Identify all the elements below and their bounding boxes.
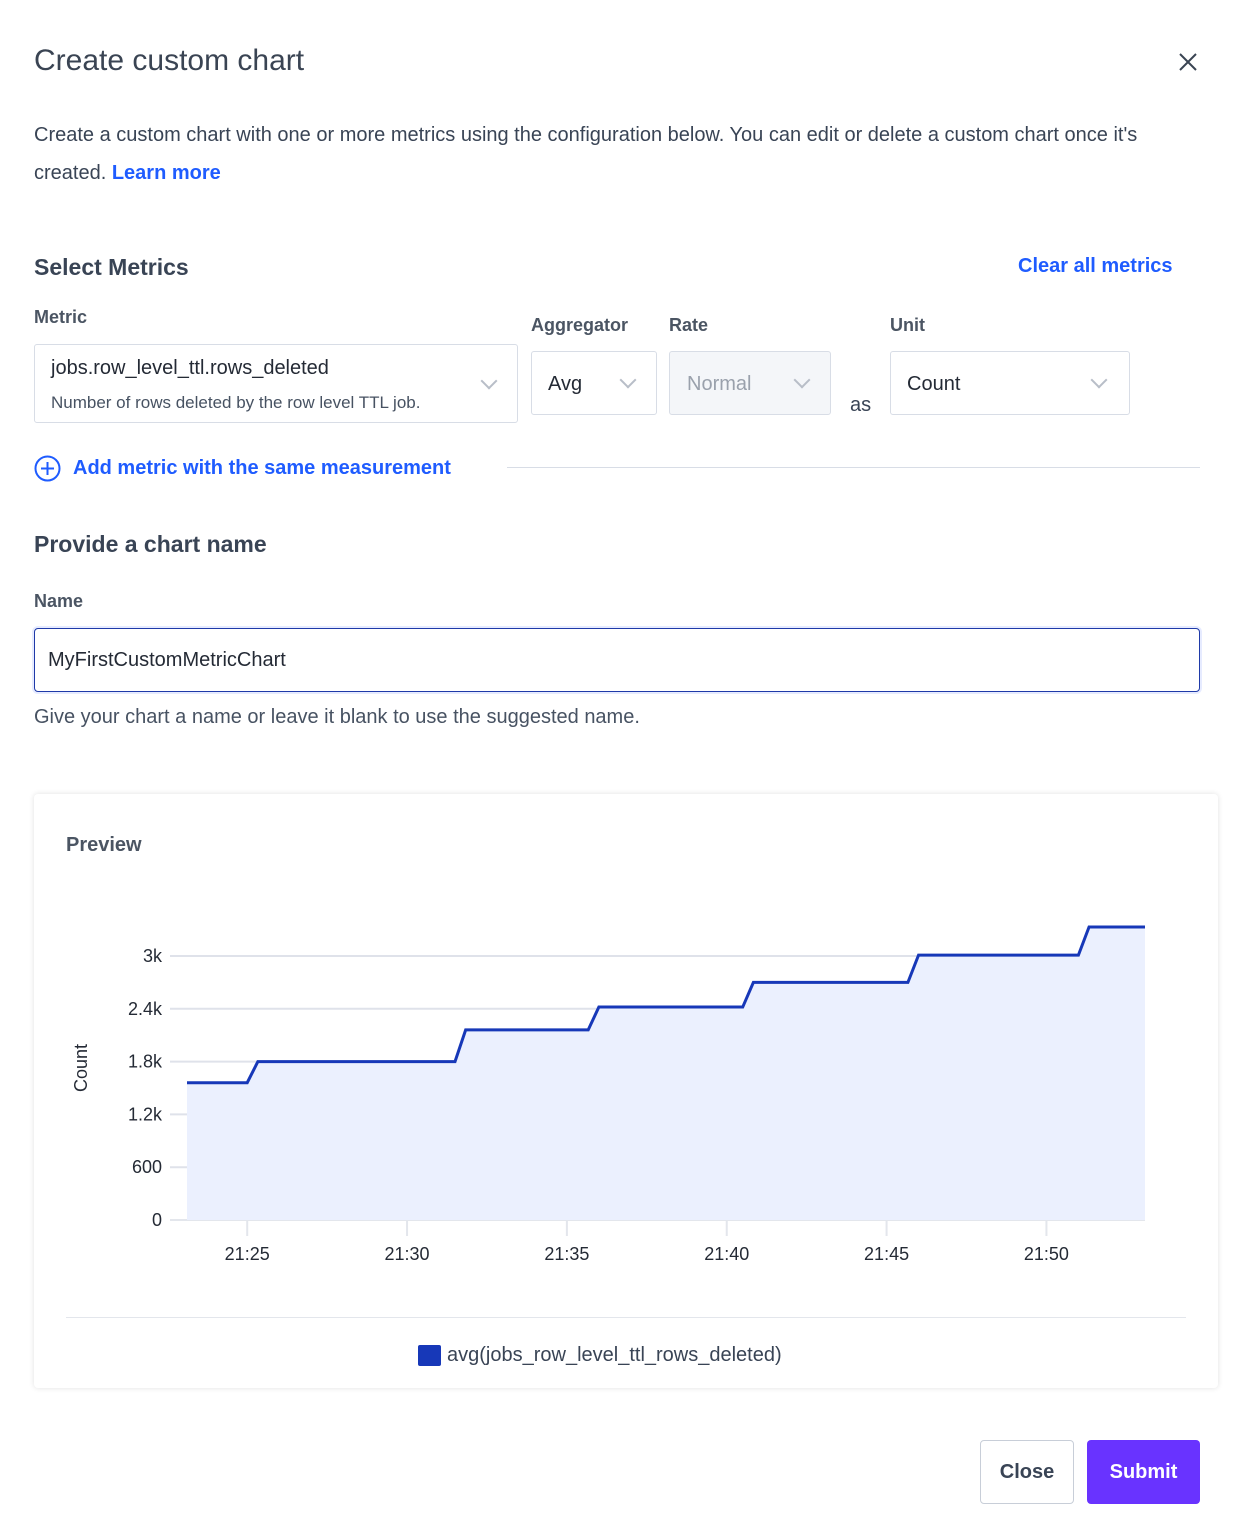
close-icon[interactable] bbox=[1172, 46, 1204, 78]
y-tick-label: 1.2k bbox=[128, 1104, 163, 1124]
select-metrics-heading: Select Metrics bbox=[34, 254, 189, 280]
series-line bbox=[187, 925, 1145, 1085]
preview-title: Preview bbox=[66, 834, 142, 856]
name-label: Name bbox=[34, 591, 84, 611]
y-tick-label: 1.8k bbox=[128, 1052, 163, 1072]
description-text: Create a custom chart with one or more m… bbox=[34, 124, 1138, 184]
chevron-down-icon bbox=[1090, 371, 1108, 389]
unit-label: Unit bbox=[890, 315, 925, 335]
rate-label: Rate bbox=[669, 315, 709, 335]
metric-label: Metric bbox=[34, 307, 88, 327]
as-text: as bbox=[850, 394, 872, 416]
metric-value: jobs.row_level_ttl.rows_deleted bbox=[51, 357, 329, 379]
legend-swatch bbox=[418, 1345, 441, 1366]
name-help-text: Give your chart a name or leave it blank… bbox=[34, 706, 640, 728]
learn-more-link[interactable]: Learn more bbox=[111, 162, 221, 184]
x-tick-label: 21:25 bbox=[225, 1244, 270, 1264]
y-tick-label: 0 bbox=[152, 1210, 162, 1230]
aggregator-value: Avg bbox=[548, 373, 583, 395]
submit-button[interactable]: Submit bbox=[1087, 1440, 1200, 1504]
preview-chart: 0 600 1.2k 1.8k 2.4k 3k 21:25 21:30 21:35 21:40 21… bbox=[71, 925, 1145, 1264]
plus-circle-icon bbox=[34, 455, 61, 482]
x-tick-label: 21:50 bbox=[1024, 1244, 1069, 1264]
legend-label: avg(jobs_row_level_ttl_rows_deleted) bbox=[447, 1344, 782, 1366]
metric-select[interactable]: jobs.row_level_ttl.rows_deleted Number o… bbox=[34, 344, 518, 423]
chevron-down-icon bbox=[619, 371, 637, 389]
unit-value: Count bbox=[907, 373, 961, 395]
x-tick-label: 21:45 bbox=[864, 1244, 909, 1264]
rate-select[interactable]: Normal bbox=[669, 351, 831, 415]
aggregator-select[interactable]: Avg bbox=[531, 351, 657, 415]
legend-item[interactable]: avg(jobs_row_level_ttl_rows_deleted) bbox=[418, 1344, 782, 1367]
x-tick-label: 21:30 bbox=[385, 1244, 430, 1264]
y-tick-label: 2.4k bbox=[128, 999, 163, 1019]
dialog-title: Create custom chart bbox=[34, 44, 305, 77]
x-tick-label: 21:35 bbox=[544, 1244, 589, 1264]
preview-card: Preview 0 600 1.2k 1.8k 2.4k 3k 21:25 21:30 21:3… bbox=[34, 794, 1218, 1388]
add-metric-button[interactable]: Add metric with the same measurement bbox=[34, 455, 451, 482]
y-axis-label: Count bbox=[71, 1044, 91, 1092]
chart-name-heading: Provide a chart name bbox=[34, 531, 267, 557]
add-metric-label: Add metric with the same measurement bbox=[73, 457, 451, 479]
clear-all-metrics-link[interactable]: Clear all metrics bbox=[1018, 255, 1173, 277]
divider bbox=[507, 467, 1200, 468]
unit-select[interactable]: Count bbox=[890, 351, 1130, 415]
series-area bbox=[187, 926, 1145, 1220]
metric-description: Number of rows deleted by the row level … bbox=[51, 393, 421, 412]
legend-divider bbox=[66, 1317, 1186, 1318]
y-tick-label: 3k bbox=[143, 946, 163, 966]
chevron-down-icon bbox=[793, 371, 811, 389]
chart-name-input[interactable] bbox=[34, 628, 1200, 692]
dialog-description: Create a custom chart with one or more m… bbox=[34, 116, 1184, 192]
close-button[interactable]: Close bbox=[980, 1440, 1074, 1504]
y-tick-label: 600 bbox=[132, 1157, 162, 1177]
chevron-down-icon bbox=[480, 372, 498, 390]
rate-value: Normal bbox=[687, 373, 752, 395]
x-tick-label: 21:40 bbox=[704, 1244, 749, 1264]
aggregator-label: Aggregator bbox=[531, 315, 629, 335]
